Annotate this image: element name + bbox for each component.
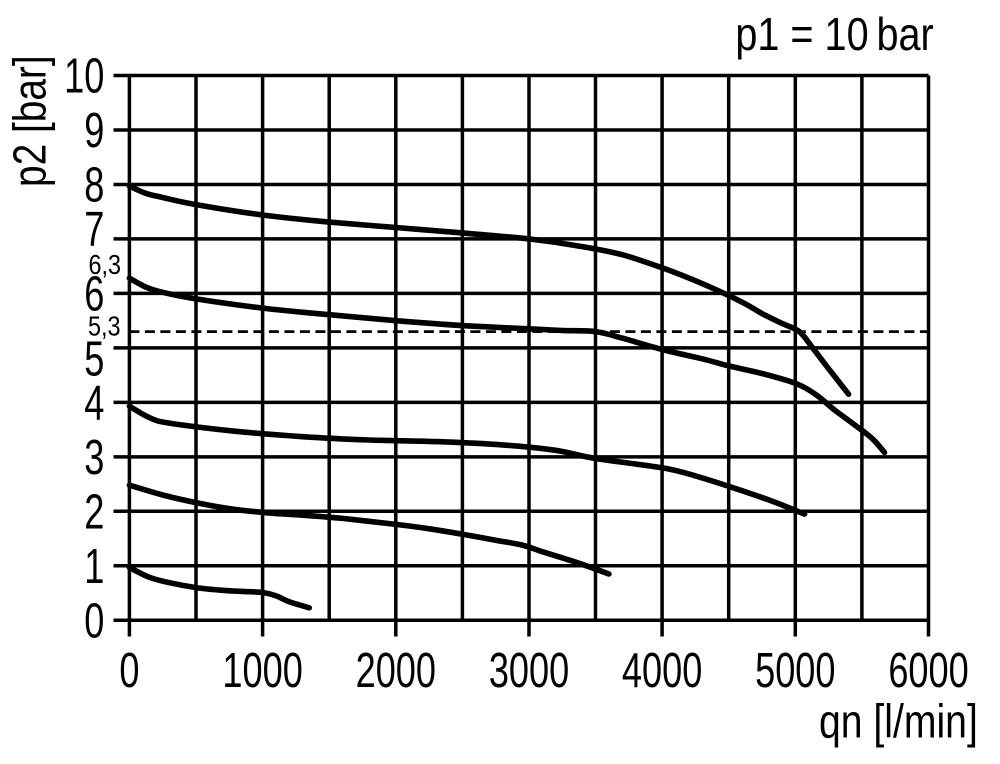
svg-text:4000: 4000 bbox=[622, 644, 702, 699]
svg-text:9: 9 bbox=[84, 104, 104, 159]
svg-text:2: 2 bbox=[84, 485, 104, 540]
svg-text:6: 6 bbox=[84, 267, 104, 322]
svg-text:3: 3 bbox=[84, 431, 104, 486]
svg-text:qn [l/min]: qn [l/min] bbox=[819, 696, 978, 748]
svg-text:p2 [bar]: p2 [bar] bbox=[4, 55, 56, 187]
svg-text:6000: 6000 bbox=[888, 644, 968, 699]
svg-text:6,3: 6,3 bbox=[88, 250, 121, 280]
svg-text:0: 0 bbox=[119, 644, 139, 699]
svg-text:5,3: 5,3 bbox=[88, 312, 121, 342]
svg-text:7: 7 bbox=[84, 202, 104, 257]
svg-text:5000: 5000 bbox=[755, 644, 835, 699]
svg-text:1: 1 bbox=[84, 540, 104, 595]
svg-text:5: 5 bbox=[84, 332, 104, 387]
svg-text:0: 0 bbox=[84, 594, 104, 649]
svg-text:4: 4 bbox=[84, 376, 104, 431]
svg-text:8: 8 bbox=[84, 158, 104, 213]
svg-text:10: 10 bbox=[64, 49, 104, 104]
svg-text:2000: 2000 bbox=[356, 644, 436, 699]
svg-text:1000: 1000 bbox=[222, 644, 302, 699]
svg-text:3000: 3000 bbox=[489, 644, 569, 699]
svg-text:p1 = 10 bar: p1 = 10 bar bbox=[735, 9, 933, 60]
